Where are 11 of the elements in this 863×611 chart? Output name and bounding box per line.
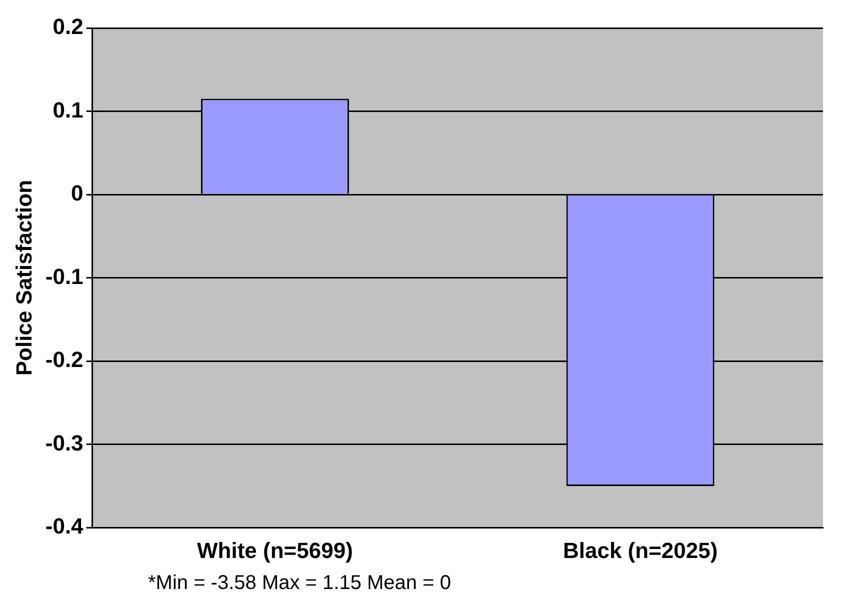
y-tick-label: -0.4 bbox=[45, 514, 84, 539]
y-tick-label: -0.3 bbox=[45, 430, 84, 456]
y-tick-label: 0.2 bbox=[52, 14, 84, 40]
text: *Min = -3.58 Max = 1.15 Mean = 0 bbox=[148, 572, 452, 595]
y-axis-title: Police Satisfaction bbox=[11, 180, 36, 376]
y-tick-label: -0.2 bbox=[45, 347, 84, 372]
x-tick-label: Black (n=2025) bbox=[562, 538, 718, 563]
x-tick-label: White (n=5699) bbox=[197, 538, 353, 563]
y-tick-label: 0.1 bbox=[52, 97, 84, 122]
y-tick-label: -0.1 bbox=[45, 264, 84, 289]
y-tick-label: 0 bbox=[71, 180, 84, 206]
